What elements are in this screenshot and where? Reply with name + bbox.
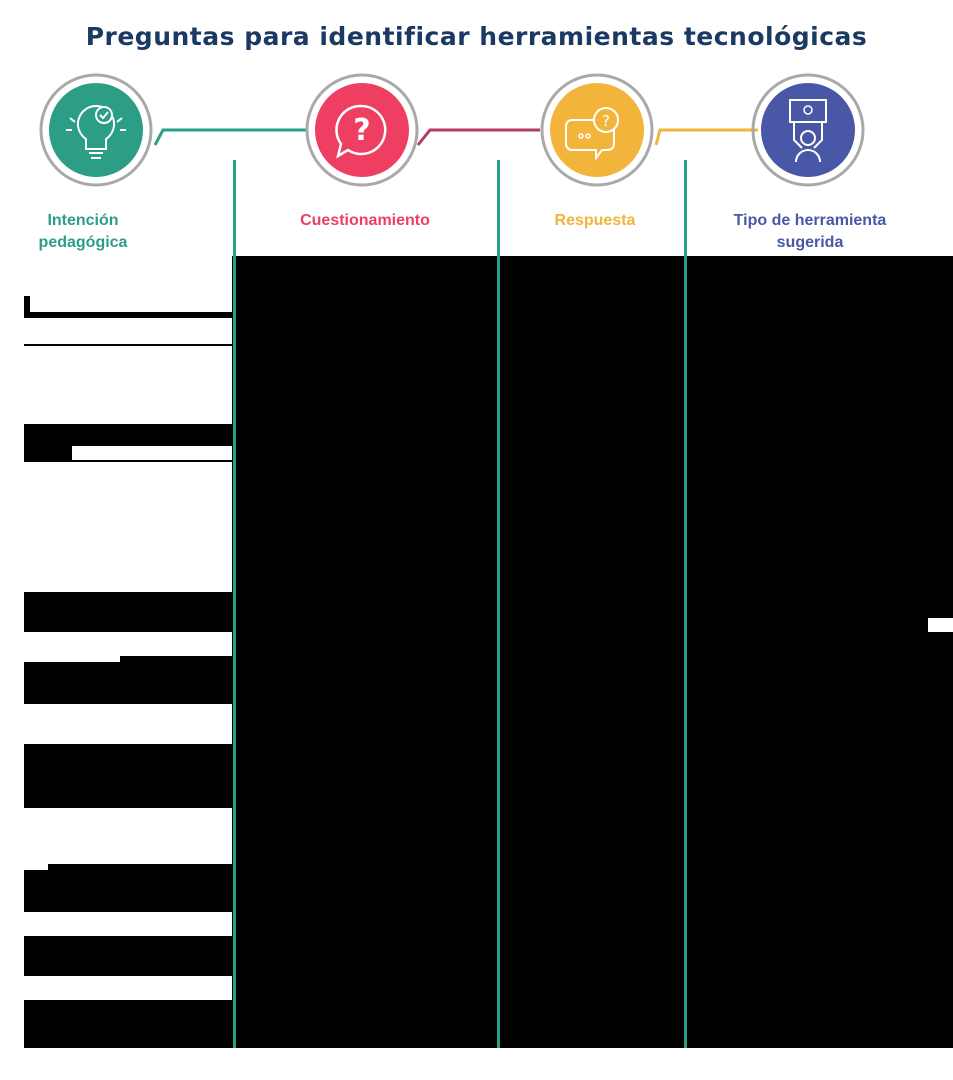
connector-2 xyxy=(416,128,540,146)
content-block xyxy=(24,808,232,864)
footer-strip xyxy=(0,1048,953,1080)
header-graphics: ? ? xyxy=(39,73,865,187)
column-divider-1 xyxy=(233,160,236,1053)
column-divider-3 xyxy=(684,160,687,1053)
column-label-herramienta: Tipo de herramienta sugerida xyxy=(733,212,887,251)
column-label-cuestionamiento: Cuestionamiento xyxy=(300,212,430,229)
content-block xyxy=(24,632,232,656)
content-block xyxy=(24,704,232,744)
svg-text:?: ? xyxy=(602,112,610,130)
content-block xyxy=(24,256,232,296)
content-block xyxy=(24,346,232,424)
question-bubble-icon: ? xyxy=(305,73,419,187)
connector-3 xyxy=(654,128,758,146)
content-block xyxy=(24,976,232,1000)
content-block xyxy=(24,656,120,662)
content-block xyxy=(24,318,232,344)
content-block xyxy=(24,912,232,936)
content-block xyxy=(24,462,232,592)
chat-question-icon: ? xyxy=(540,73,654,187)
column-label-intencion: Intención pedagógica xyxy=(38,212,128,251)
page-title: Preguntas para identificar herramientas … xyxy=(85,22,868,51)
content-block xyxy=(72,446,232,460)
lightbulb-check-icon xyxy=(39,73,153,187)
person-idea-sign-icon xyxy=(751,73,865,187)
column-label-respuesta: Respuesta xyxy=(554,212,636,229)
title-banner: Preguntas para identificar herramientas … xyxy=(0,0,953,68)
content-block xyxy=(24,864,48,870)
svg-text:?: ? xyxy=(353,113,370,148)
column-divider-2 xyxy=(497,160,500,1053)
connector-1 xyxy=(153,128,306,146)
content-block xyxy=(30,296,232,312)
right-edge-chip xyxy=(928,618,953,632)
left-margin xyxy=(0,256,24,1048)
